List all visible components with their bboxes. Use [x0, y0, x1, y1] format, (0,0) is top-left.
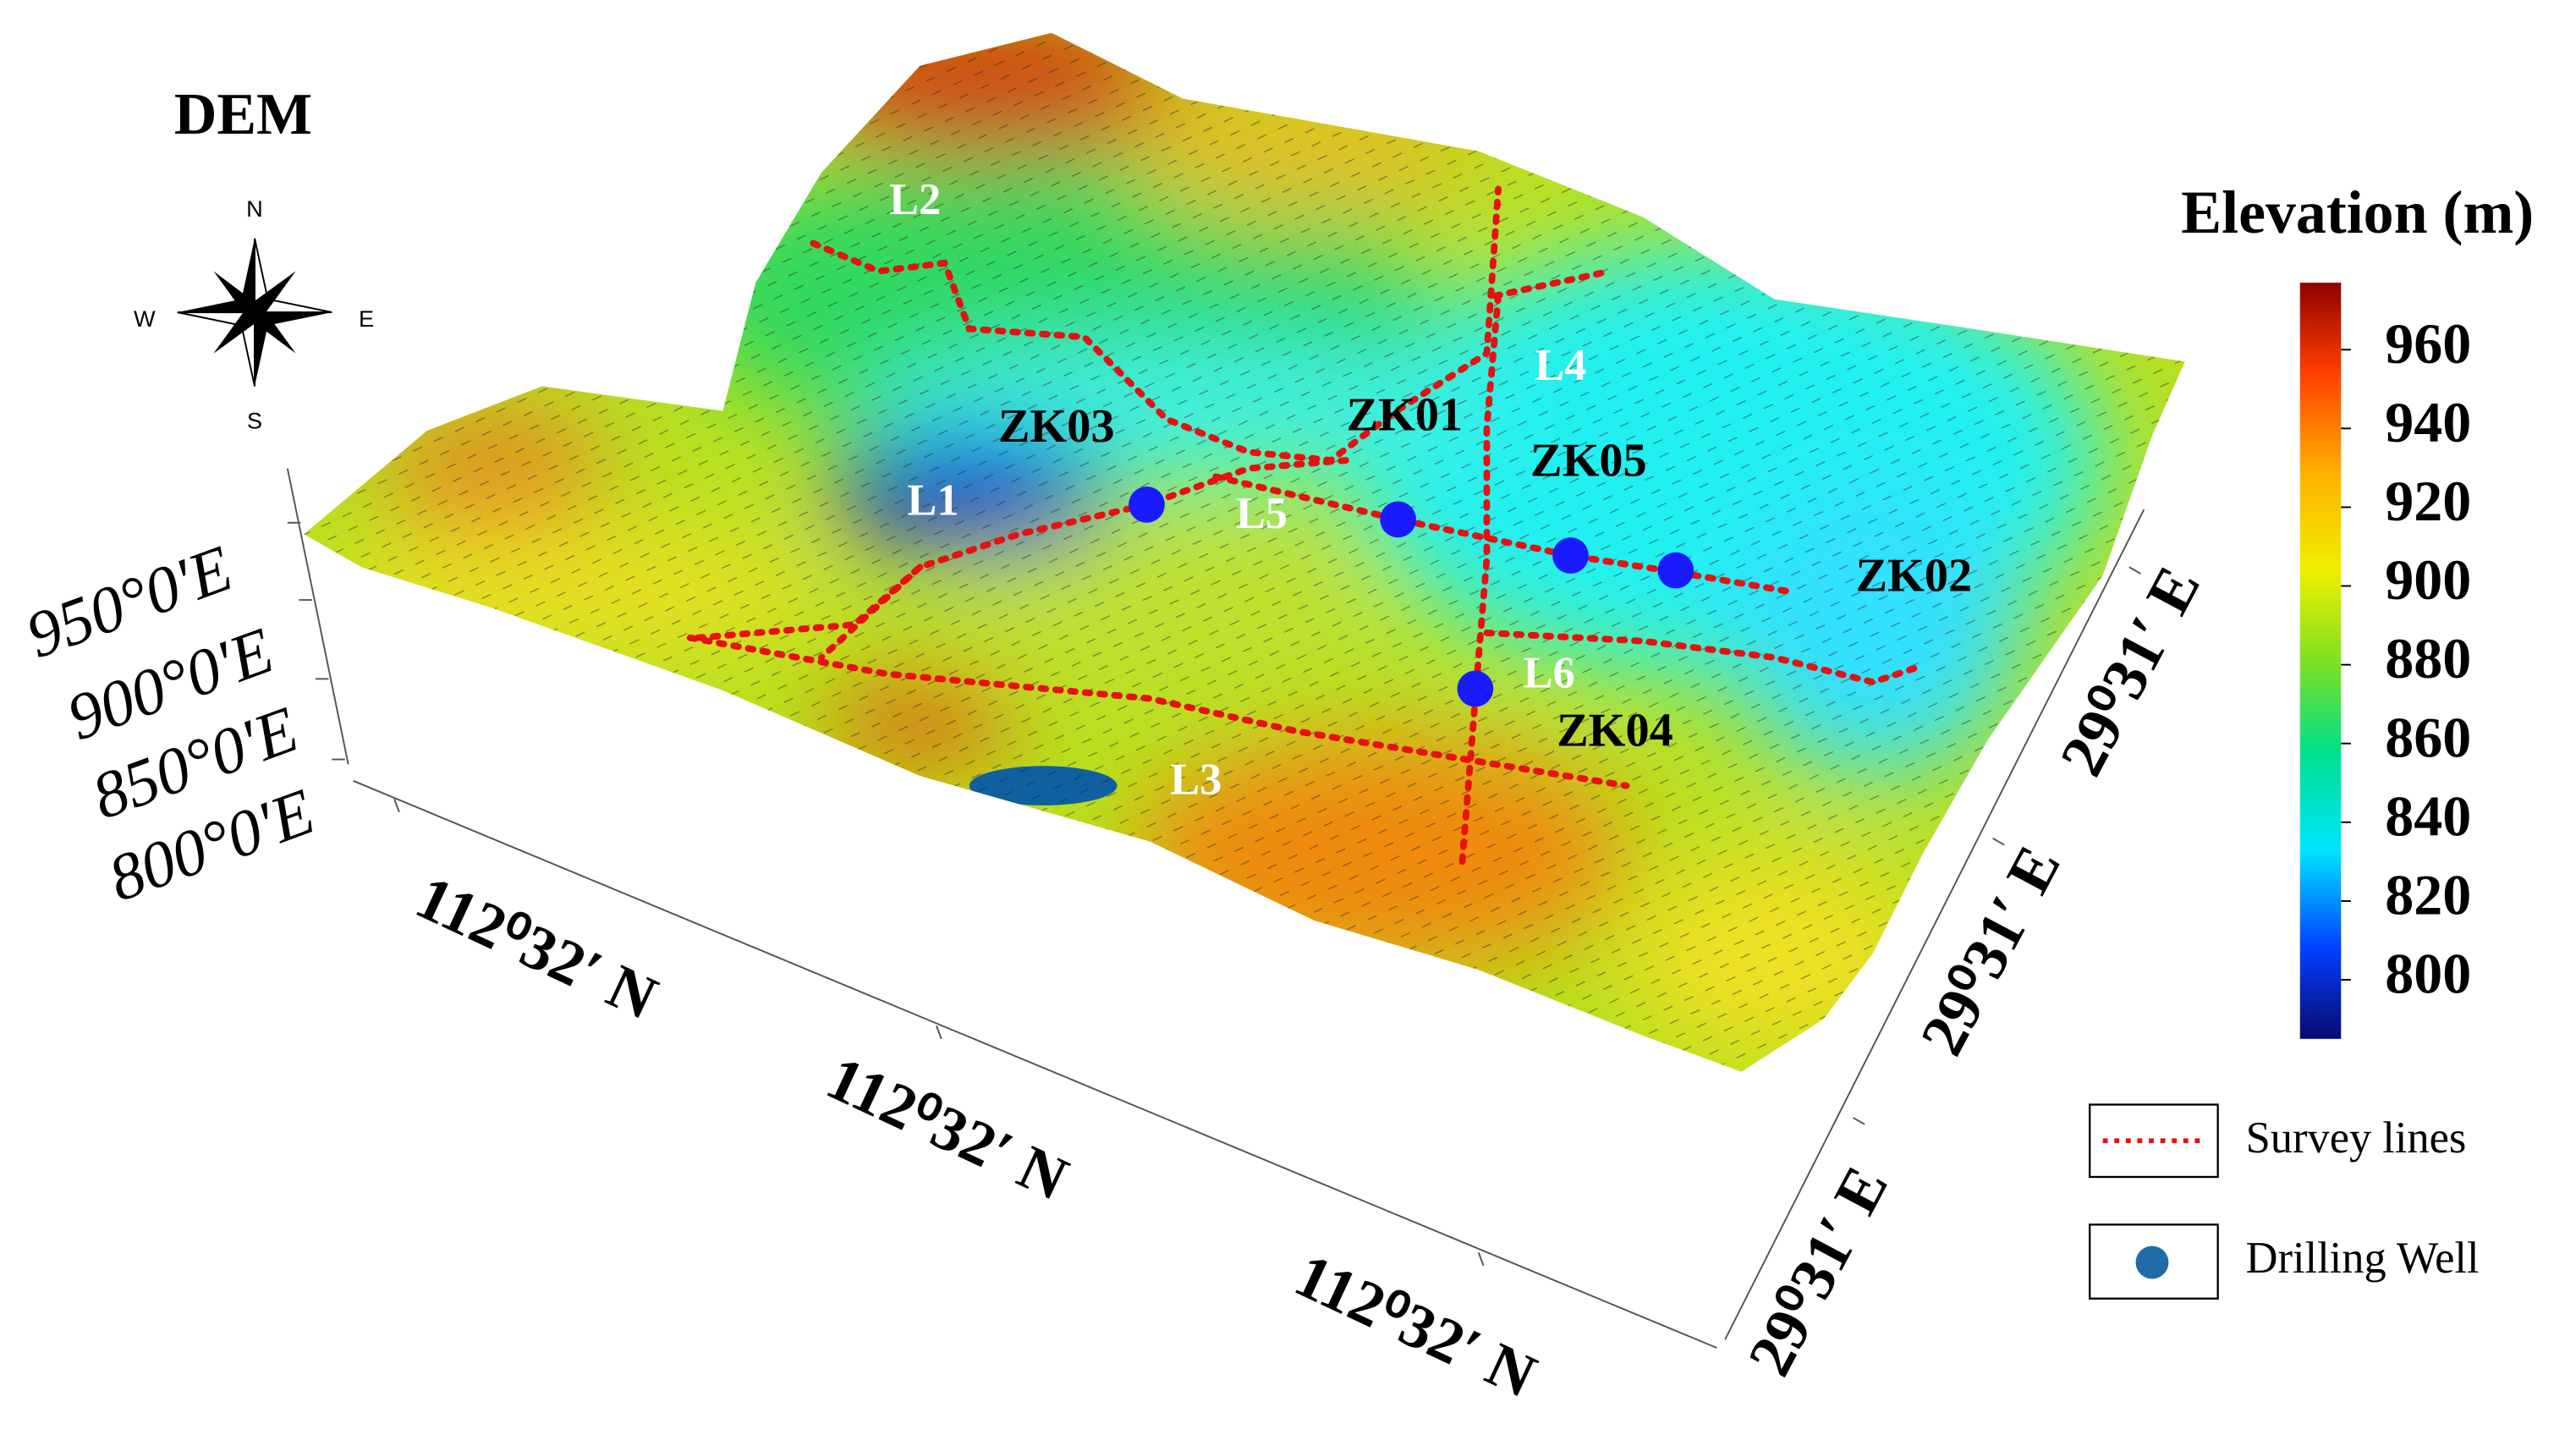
y-axis-label: 29⁰31′ E: [1907, 834, 2073, 1065]
legend-label: Drilling Well: [2246, 1234, 2480, 1283]
x-axis-label: 112⁰32′ N: [817, 1042, 1079, 1213]
well: [1552, 537, 1589, 575]
legend-well-symbol: [2135, 1245, 2169, 1279]
line-label: L3: [1170, 756, 1222, 805]
wells: [1129, 487, 1694, 707]
x-axis-label: 112⁰32′ N: [1285, 1240, 1546, 1410]
well: [1457, 670, 1494, 707]
line-label: L6: [1524, 648, 1575, 697]
colorbar-ticks: 800 820 840 860 880 900 920 940 960: [2341, 311, 2471, 1006]
survey-line-paths: [686, 185, 1925, 866]
colorbar-tick-label: 940: [2385, 390, 2471, 454]
compass-label: N: [246, 195, 263, 222]
colorbar-tick-label: 900: [2385, 547, 2471, 612]
compass: [177, 238, 332, 387]
colorbar-tick-label: 960: [2385, 311, 2471, 376]
well-label: ZK02: [1856, 550, 1973, 602]
colorbar: [2299, 283, 2342, 1039]
colorbar-tick-label: 880: [2385, 626, 2471, 690]
colorbar-tick-label: 920: [2385, 469, 2471, 533]
well-label: ZK04: [1557, 704, 1673, 756]
colorbar-tick-label: 800: [2385, 942, 2471, 1006]
colorbar-title: Elevation (m): [2181, 179, 2534, 246]
well: [1380, 501, 1416, 538]
line-label: L1: [907, 476, 958, 525]
line-label: L4: [1535, 341, 1586, 390]
colorbar-tick-label: 820: [2385, 862, 2471, 926]
well-label: ZK03: [998, 400, 1115, 453]
x-axis-label: 112⁰32′ N: [406, 861, 667, 1032]
well-label: ZK01: [1347, 388, 1464, 441]
line-label: L5: [1236, 489, 1288, 538]
well: [1657, 552, 1694, 589]
colorbar-tick-label: 860: [2385, 705, 2471, 769]
figure-title: DEM: [174, 82, 312, 147]
compass-label: W: [134, 305, 156, 332]
compass-label: S: [247, 407, 262, 433]
well: [1129, 487, 1165, 523]
legend-label: Survey lines: [2246, 1113, 2467, 1163]
well-label: ZK05: [1530, 435, 1647, 487]
line-label: L2: [889, 175, 941, 224]
colorbar-tick-label: 840: [2385, 783, 2471, 848]
compass-label: E: [359, 305, 374, 332]
axes: [286, 468, 2145, 1349]
